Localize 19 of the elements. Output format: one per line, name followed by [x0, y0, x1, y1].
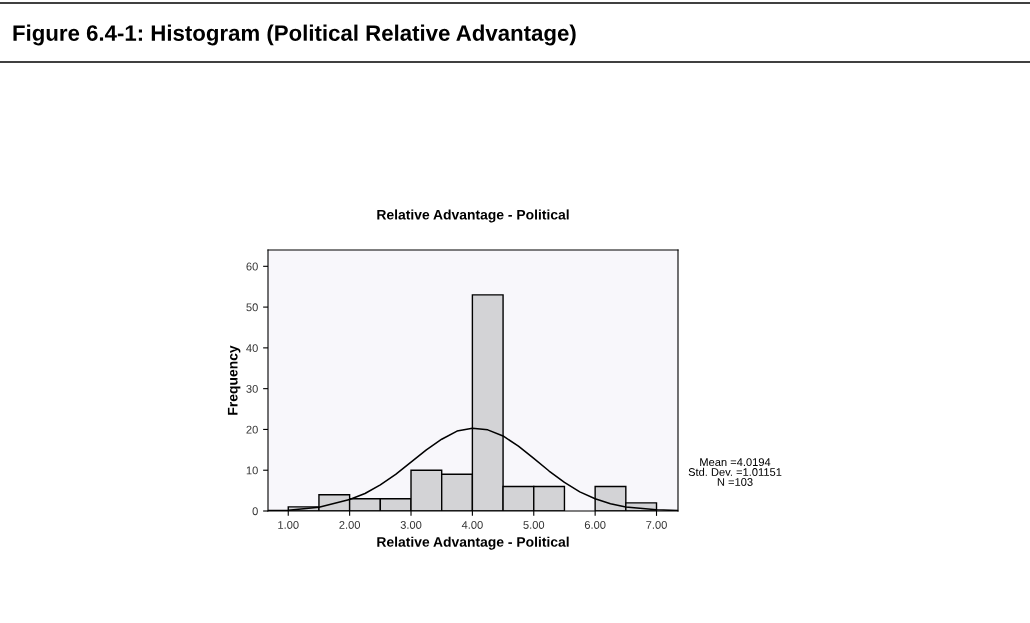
x-tick-label: 2.00: [339, 521, 361, 529]
x-tick-label: 1.00: [278, 521, 299, 529]
chart-title: Relative Advantage - Political: [377, 209, 569, 223]
y-tick-label: 20: [246, 425, 258, 434]
y-tick-label: 60: [246, 262, 258, 271]
y-tick-label: 30: [246, 384, 258, 393]
text: Mean =4.0194 Std. Dev. =1.01151 N =103: [688, 458, 782, 486]
y-tick-label: 0: [252, 507, 258, 516]
x-tick-label: 4.00: [461, 521, 483, 529]
x-tick-label: 7.00: [646, 521, 667, 529]
y-axis-title: Frequency: [227, 345, 241, 415]
y-tick-label: 10: [246, 466, 258, 475]
caption: Figure 6.4-1: Histogram (Political Relative Advantage): [13, 24, 576, 46]
y-tick-label: 40: [246, 344, 258, 353]
x-tick-label: 3.00: [400, 521, 422, 529]
x-axis-title: Relative Advantage - Political: [377, 536, 569, 550]
x-tick-label: 5.00: [523, 521, 545, 529]
y-tick-label: 50: [246, 303, 258, 312]
x-tick-label: 6.00: [584, 521, 606, 529]
